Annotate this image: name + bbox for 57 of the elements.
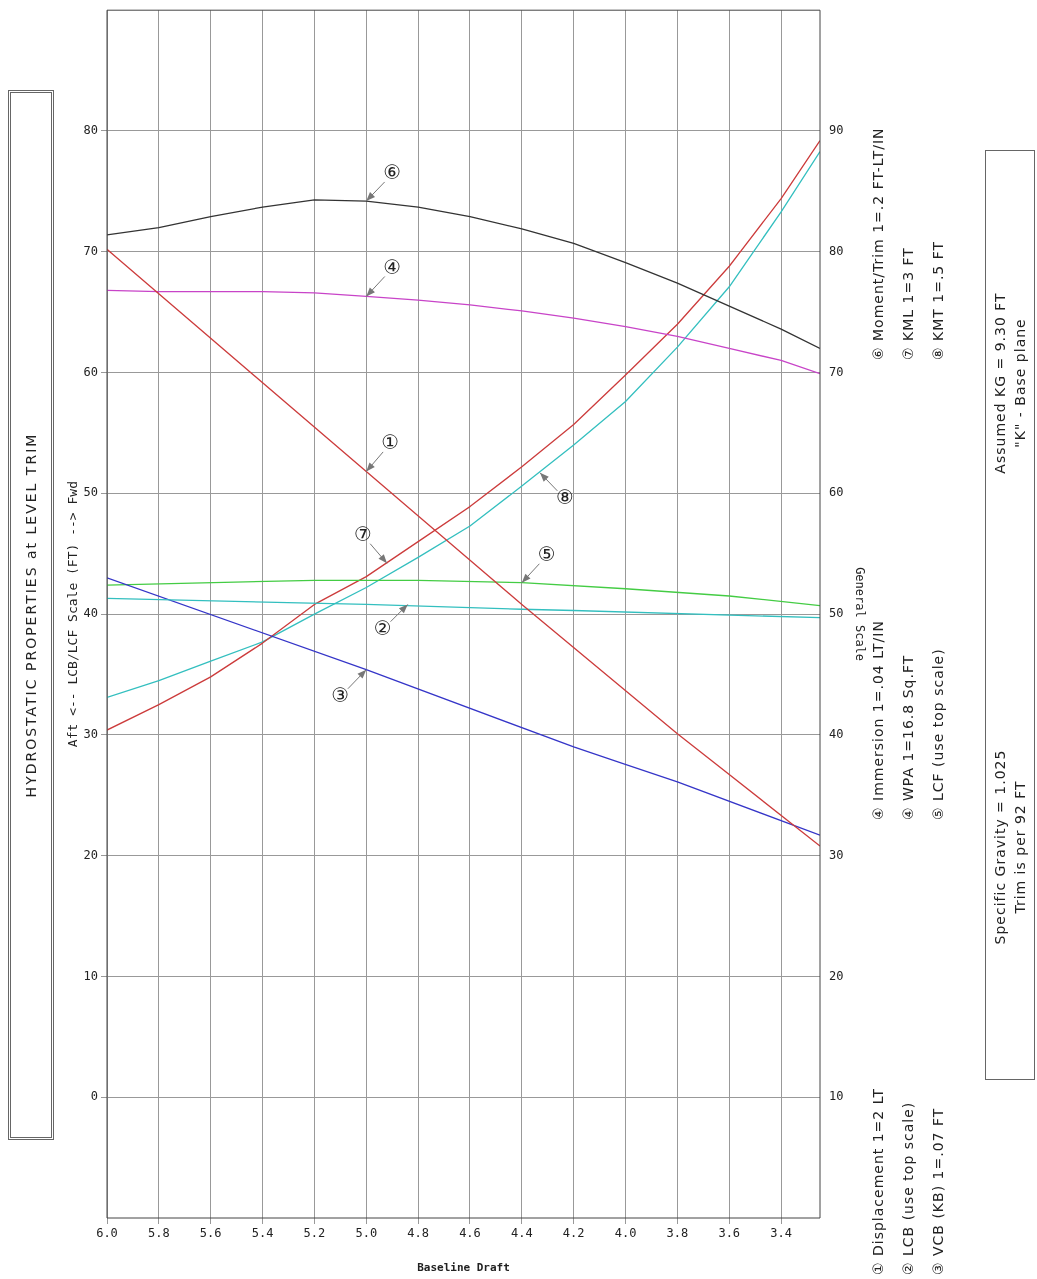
text: HYDROSTATIC PROPERTIES at LEVEL TRIM: [8, 90, 54, 1140]
x-axis-title: Baseline Draft: [417, 1261, 510, 1275]
y2-tick-label: 90: [829, 123, 844, 138]
x-tick-label: 5.2: [303, 1226, 326, 1241]
text: ⑦ KML 1=3 FT: [899, 246, 917, 360]
y-tick-label: 30: [83, 727, 98, 742]
y2-tick-label: 30: [829, 847, 844, 862]
y-axis-title: Aft <-- LCB/LCF Scale (FT) --> Fwd: [65, 481, 81, 748]
text: ① Displacement 1=2 LT: [869, 1087, 887, 1275]
x-tick-label: 4.4: [510, 1226, 533, 1241]
text: ⑧ KMT 1=.5 FT: [929, 239, 947, 360]
y2-axis-title: General Scale: [852, 567, 867, 662]
x-tick-label: 3.8: [666, 1226, 689, 1241]
annotation: ④: [383, 254, 402, 279]
x-tick-label: 3.6: [718, 1226, 741, 1241]
x-tick-label: 4.6: [459, 1226, 481, 1241]
x-tick-label: 5.8: [148, 1226, 170, 1241]
text: Specific Gravity = 1.025: [991, 748, 1009, 947]
text: ⑤ LCF (use top scale): [929, 647, 947, 820]
annotation: ⑧: [556, 484, 574, 509]
y2-tick-label: 40: [829, 727, 844, 742]
x-tick-label: 5.0: [355, 1226, 378, 1241]
text: ④ Immersion 1=.04 LT/IN: [869, 620, 887, 820]
y2-tick-label: 10: [829, 1089, 844, 1104]
text: Assumed KG = 9.30 FT: [991, 291, 1009, 476]
x-tick-label: 5.4: [251, 1226, 274, 1241]
y2-tick-label: 60: [829, 485, 844, 500]
y-tick-label: 40: [83, 606, 98, 621]
text: ② LCB (use top scale): [899, 1100, 917, 1275]
text: ④ WPA 1=16.8 Sq.FT: [899, 653, 917, 820]
annotation: ⑥: [383, 160, 402, 185]
text: ③ VCB (KB) 1=.07 FT: [929, 1106, 947, 1275]
text: Trim is per 92 FT: [1011, 779, 1029, 916]
y-tick-label: 50: [83, 485, 98, 500]
x-tick-label: 4.2: [562, 1226, 585, 1241]
y-tick-label: 20: [83, 847, 98, 862]
y2-tick-label: 80: [829, 243, 844, 258]
text: ⑥ Moment/Trim 1=.2 FT-LT/IN: [869, 127, 887, 360]
x-tick-label: 5.6: [199, 1226, 222, 1241]
annotation: ⑦: [354, 521, 372, 546]
y2-tick-label: 70: [829, 364, 844, 379]
x-tick-label: 6.0: [96, 1226, 118, 1241]
y-tick-label: 80: [83, 123, 98, 138]
x-tick-label: 4.0: [614, 1226, 637, 1241]
y2-tick-label: 20: [829, 968, 844, 983]
x-tick-label: 3.4: [770, 1226, 792, 1241]
y-tick-label: 70: [83, 243, 98, 258]
text: "K" - Base plane: [1011, 317, 1029, 450]
y-tick-label: 10: [83, 968, 98, 983]
y-tick-label: 0: [90, 1089, 98, 1104]
annotation: ①: [381, 429, 400, 454]
x-tick-label: 4.8: [407, 1226, 429, 1241]
y-tick-label: 60: [83, 364, 98, 379]
annotation: ②: [373, 615, 392, 640]
y2-tick-label: 50: [829, 606, 844, 621]
annotation: ③: [331, 682, 350, 707]
annotation: ⑤: [537, 541, 556, 566]
